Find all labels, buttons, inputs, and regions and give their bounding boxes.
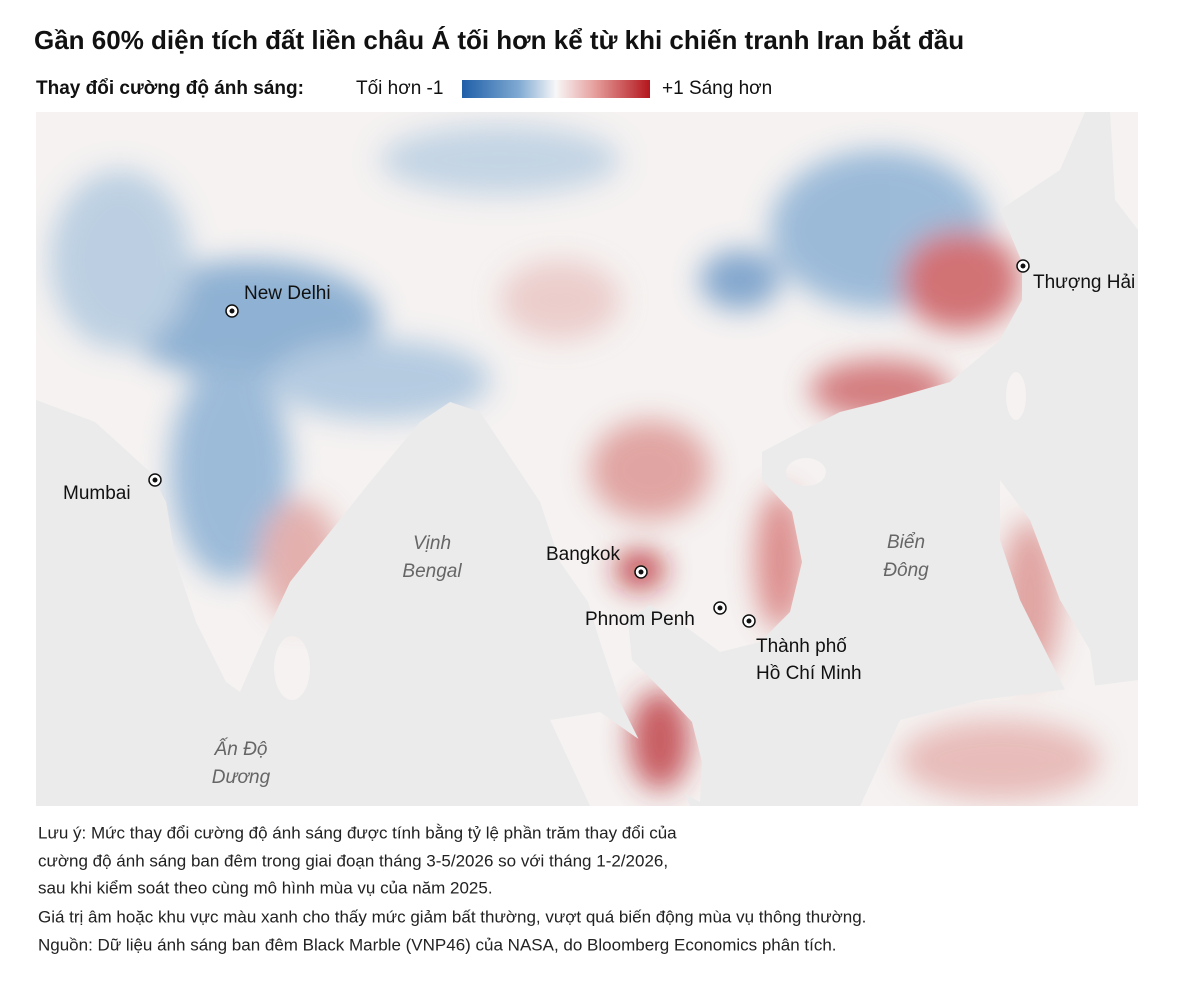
city-marker (638, 569, 644, 575)
city-marker (229, 308, 235, 314)
water-label: Biển (887, 532, 925, 553)
city-label: Thành phố (756, 636, 847, 657)
city-label: Hồ Chí Minh (756, 663, 862, 684)
water-label: Dương (212, 767, 271, 788)
city-label: New Delhi (244, 283, 331, 304)
legend-label: Thay đổi cường độ ánh sáng: (36, 78, 304, 99)
legend-left-label: Tối hơn -1 (356, 78, 443, 99)
note-line: cường độ ánh sáng ban đêm trong giai đoạ… (38, 851, 668, 870)
note-line: Lưu ý: Mức thay đổi cường độ ánh sáng đư… (38, 823, 677, 842)
water-label: Đông (883, 560, 929, 581)
city-label: Mumbai (63, 483, 131, 504)
map (36, 112, 1138, 806)
water-label: Bengal (402, 561, 462, 582)
legend-colorbar (462, 80, 650, 98)
water-label: Ấn Độ (214, 738, 268, 760)
title: Gần 60% diện tích đất liền châu Á tối hơ… (34, 25, 964, 55)
city-marker (152, 477, 158, 483)
city-label: Bangkok (546, 544, 620, 565)
note-line: Nguồn: Dữ liệu ánh sáng ban đêm Black Ma… (38, 935, 837, 954)
note-line: Giá trị âm hoặc khu vực màu xanh cho thấ… (38, 907, 866, 926)
legend-right-label: +1 Sáng hơn (662, 78, 772, 99)
city-marker (746, 618, 752, 624)
place-markers (148, 259, 1030, 628)
city-marker (1020, 263, 1026, 269)
water-label: Vịnh (413, 533, 451, 554)
city-marker (717, 605, 723, 611)
city-label: Thượng Hải (1033, 272, 1135, 293)
city-label: Phnom Penh (585, 609, 695, 630)
note-line: sau khi kiểm soát theo cùng mô hình mùa … (38, 878, 493, 897)
